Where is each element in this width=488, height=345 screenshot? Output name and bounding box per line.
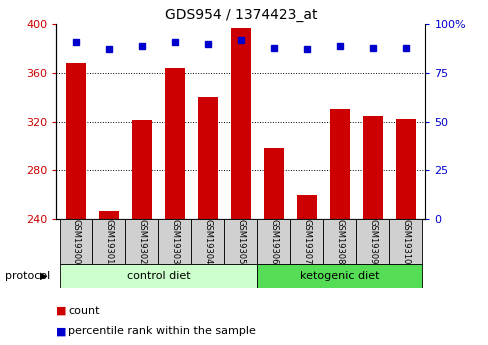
Bar [230, 28, 250, 219]
Text: GSM19300: GSM19300 [71, 219, 81, 264]
Text: GSM19303: GSM19303 [170, 219, 179, 264]
Text: ▶: ▶ [41, 271, 48, 281]
Bar [290, 219, 323, 264]
Bar [60, 219, 92, 264]
Text: GSM19308: GSM19308 [335, 219, 344, 264]
Bar [257, 264, 421, 288]
Bar [395, 119, 415, 219]
Bar [329, 109, 349, 219]
Bar [158, 219, 191, 264]
Text: ketogenic diet: ketogenic diet [299, 271, 379, 281]
Text: GSM19310: GSM19310 [400, 219, 409, 264]
Text: GSM19301: GSM19301 [104, 219, 113, 264]
Bar [92, 219, 125, 264]
Bar [198, 97, 217, 219]
Text: ■: ■ [56, 326, 66, 336]
Text: GSM19309: GSM19309 [367, 219, 376, 264]
Bar [362, 116, 382, 219]
Bar [296, 195, 316, 219]
Bar [224, 219, 257, 264]
Text: percentile rank within the sample: percentile rank within the sample [68, 326, 256, 336]
Text: protocol: protocol [5, 271, 50, 281]
Text: GSM19305: GSM19305 [236, 219, 245, 264]
Bar [355, 219, 388, 264]
Bar [66, 63, 86, 219]
Bar [388, 219, 421, 264]
Bar [132, 120, 151, 219]
Text: GSM19302: GSM19302 [137, 219, 146, 264]
Bar [60, 264, 257, 288]
Text: GSM19307: GSM19307 [302, 219, 311, 264]
Bar [257, 219, 290, 264]
Bar [125, 219, 158, 264]
Bar [164, 68, 184, 219]
Bar [264, 148, 283, 219]
Text: count: count [68, 306, 100, 315]
Text: ■: ■ [56, 306, 66, 315]
Text: GSM19304: GSM19304 [203, 219, 212, 264]
Bar [191, 219, 224, 264]
Bar [99, 210, 119, 219]
Title: GDS954 / 1374423_at: GDS954 / 1374423_at [164, 8, 316, 22]
Text: control diet: control diet [126, 271, 190, 281]
Text: GSM19306: GSM19306 [269, 219, 278, 264]
Bar [323, 219, 355, 264]
